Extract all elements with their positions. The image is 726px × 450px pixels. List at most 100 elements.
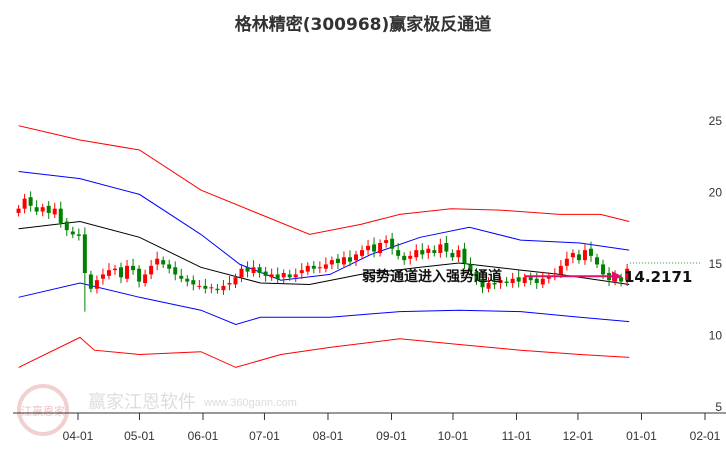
candle-body [384,240,389,243]
candle-body [329,260,334,265]
candle-body [70,231,75,235]
candle-body [173,267,178,275]
candle-body [16,208,21,213]
chart-title: 格林精密(300968)赢家极反通道 [234,15,492,35]
candle-body [209,287,214,289]
candle-body [161,260,166,265]
candle-body [335,258,340,263]
candle-body [420,250,425,255]
candle-body [372,244,377,252]
candle-body [414,250,419,258]
candle-body [46,205,51,213]
candle-body [251,267,256,274]
signal-annotation: 弱势通道进入强势通道 [362,268,502,285]
band-inner-lower [18,282,630,326]
x-tick-label: 04-01 [63,429,94,443]
candle-body [444,242,449,252]
candle-body [595,257,600,265]
candle-body [486,283,491,289]
candle-body [468,264,473,272]
candle-body [299,270,304,274]
candle-body [119,267,124,278]
candle-body [366,245,371,251]
candle-body [34,207,39,212]
candle-body [203,285,208,289]
x-tick-label: 02-01 [690,429,721,443]
candle-body [552,273,557,275]
candle-body [474,271,479,281]
watermark-seal [17,384,69,436]
candle-body [564,258,569,266]
candle-body [305,265,310,272]
candle-body [510,278,515,284]
candle-body [588,248,593,256]
candle-body [106,270,111,276]
candle-body [498,280,503,284]
candle-body [462,248,467,263]
candle-body [576,254,581,261]
candle-body [558,265,563,275]
y-tick-label: 5 [715,400,722,414]
y-tick-label: 10 [709,329,723,343]
candle-body [227,283,232,285]
candle-body [323,264,328,269]
candle-body [402,255,407,261]
candle-body [522,277,527,284]
candle-body [504,281,509,284]
candle-body [287,274,292,278]
candle-body [353,254,358,261]
candle-body [131,265,136,271]
candle-body [28,197,33,206]
candle-body [516,277,521,282]
candle-body [396,250,401,256]
candle-body [88,274,93,289]
candle-body [149,265,154,275]
candle-body [112,268,117,271]
watermark-seal-text: 江赢恩家 [21,404,65,418]
x-tick-label: 08-01 [313,429,344,443]
x-tick-label: 11-01 [502,429,532,443]
candle-body [179,275,184,279]
candle-body [233,277,238,285]
candle-body [390,238,395,249]
candle-body [245,267,250,272]
candle-body [408,255,413,259]
candle-body [263,271,268,276]
candle-body [432,250,437,253]
candle-body [40,207,45,212]
candle-body [281,273,286,278]
x-tick-label: 06-01 [188,429,219,443]
candle-body [143,274,148,284]
candle-body [100,274,105,279]
candle-body [426,248,431,253]
candle-body [191,280,196,285]
x-tick-label: 09-01 [376,429,407,443]
band-middle [18,220,630,286]
candle-body [378,242,383,253]
candle-body [275,274,280,279]
candle-body [528,277,533,281]
candle-body [76,234,81,236]
candle-body [167,264,172,269]
candle-body [215,288,220,291]
signal-arrow-head [612,271,622,282]
band-outer-upper [18,125,630,235]
candle-body [269,274,274,278]
candle-body [125,265,130,279]
x-tick-label: 10-01 [438,429,469,443]
candle-body [540,278,545,285]
candle-body [450,252,455,258]
candle-body [347,257,352,262]
candle-body [221,285,226,291]
candle-body [311,265,316,269]
y-tick-label: 20 [709,186,723,200]
x-tick-label: 07-01 [249,429,280,443]
y-tick-label: 25 [709,114,723,128]
band-outer-lower [18,336,630,368]
candle-body [257,267,262,274]
candle-body [52,208,57,215]
candle-body [619,277,624,282]
candle-body [155,258,160,265]
candle-body [534,278,539,284]
